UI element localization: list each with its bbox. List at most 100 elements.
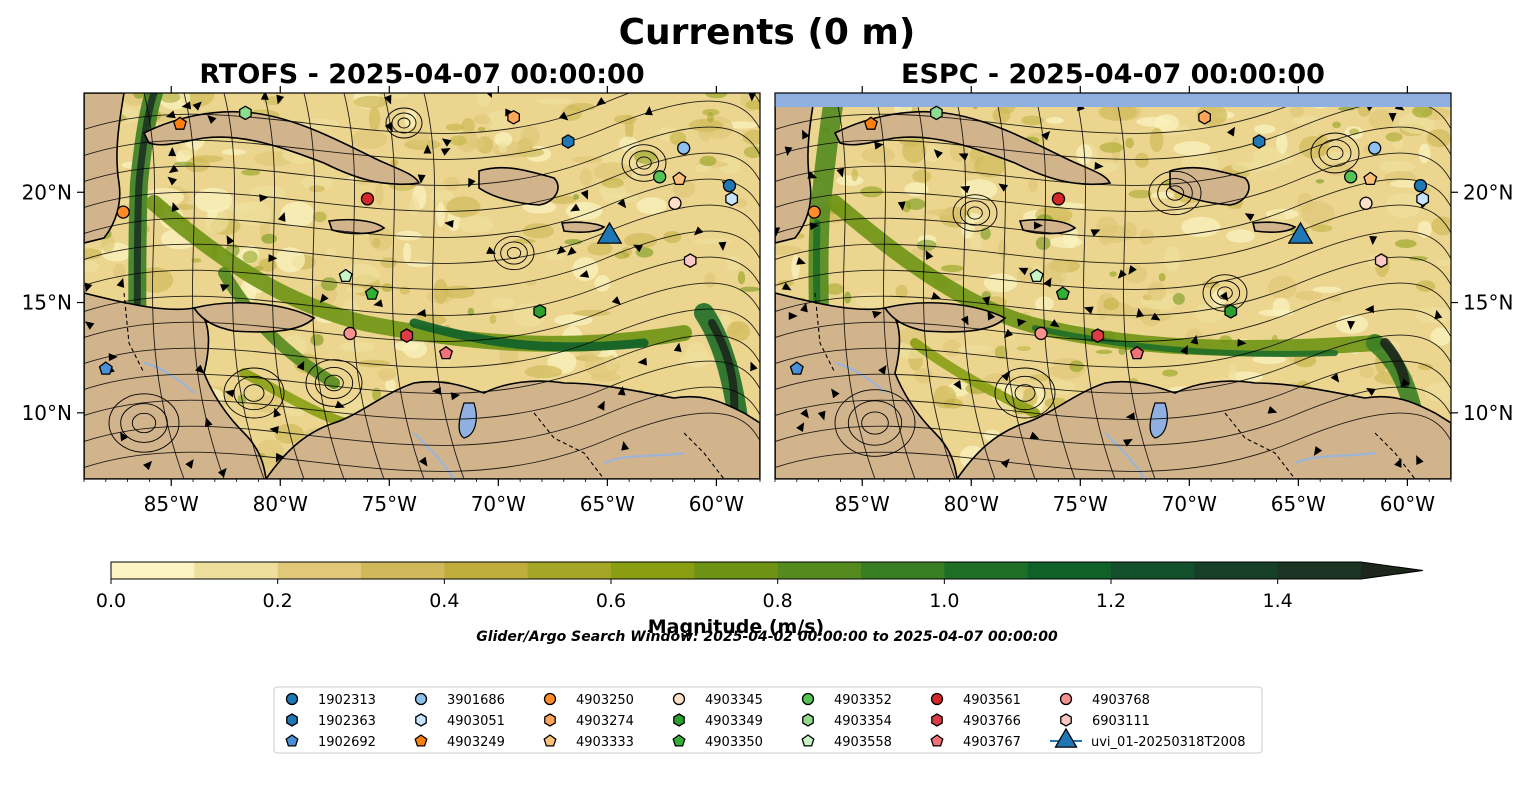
streamline-arrow bbox=[417, 174, 426, 184]
platform-1902313 bbox=[1413, 178, 1428, 193]
legend-label-4903249: 4903249 bbox=[447, 735, 505, 750]
streamline-arrow bbox=[836, 167, 845, 178]
streamline-arrow bbox=[1150, 312, 1161, 321]
streamline-arrow bbox=[1122, 438, 1133, 447]
streamline-eddy bbox=[1310, 132, 1360, 174]
speed-patch bbox=[1049, 236, 1083, 249]
speed-patch bbox=[860, 186, 883, 198]
platform-4903250 bbox=[116, 205, 130, 219]
legend-label-3901686: 3901686 bbox=[447, 693, 505, 708]
streamline-arrow bbox=[204, 417, 213, 428]
streamline-arrow bbox=[1001, 371, 1011, 382]
speed-patch bbox=[1158, 272, 1166, 282]
streamline-arrow bbox=[1000, 458, 1010, 469]
speed-patch bbox=[178, 204, 194, 211]
speed-patch bbox=[248, 185, 286, 201]
speed-patch bbox=[737, 271, 746, 285]
land bbox=[775, 292, 958, 479]
streamline-eddy bbox=[233, 375, 275, 411]
legend-label-4903051: 4903051 bbox=[447, 714, 505, 729]
speed-patch bbox=[1069, 360, 1084, 373]
river bbox=[1294, 451, 1376, 465]
streamline bbox=[84, 386, 760, 446]
colorbar-cell bbox=[111, 562, 195, 579]
streamline-arrow bbox=[633, 244, 643, 253]
speed-patch bbox=[489, 314, 497, 324]
speed-patch bbox=[1329, 295, 1342, 302]
streamline-arrow bbox=[168, 147, 177, 157]
streamline bbox=[303, 93, 345, 479]
speed-patch bbox=[159, 93, 181, 103]
speed-patch bbox=[312, 211, 327, 223]
streamline-arrow bbox=[1083, 306, 1094, 315]
colorbar-tick-label: 0.6 bbox=[596, 590, 626, 612]
colorbar-cell bbox=[1194, 562, 1279, 579]
legend-marker-4903558 bbox=[801, 734, 815, 747]
platform-4903350 bbox=[1055, 286, 1070, 300]
streamline bbox=[994, 93, 1036, 479]
speed-patch bbox=[1276, 132, 1288, 155]
y-tick-label: 10°N bbox=[22, 401, 72, 425]
speed-patch bbox=[1016, 346, 1031, 351]
platform-4903561 bbox=[360, 192, 375, 206]
platform-4903766 bbox=[400, 328, 414, 343]
colorbar-cell bbox=[777, 562, 862, 579]
streamline-arrow bbox=[468, 177, 476, 188]
streamline bbox=[84, 334, 760, 394]
speed-patch bbox=[1139, 228, 1154, 245]
colorbar-cell bbox=[944, 562, 1029, 579]
streamline-arrow bbox=[611, 296, 622, 306]
streamline-arrow bbox=[1330, 372, 1340, 383]
x-tick-label: 75°W bbox=[362, 492, 417, 516]
strong-current-band bbox=[708, 319, 739, 417]
speed-patch bbox=[1045, 117, 1064, 124]
streamline-arrow bbox=[116, 278, 125, 288]
platform-4903274 bbox=[507, 109, 520, 125]
land bbox=[478, 166, 559, 206]
speed-patch bbox=[258, 258, 277, 272]
speed-patch bbox=[190, 155, 224, 163]
glider-uvi_01-20250318T2008 bbox=[1287, 221, 1314, 244]
streamline-arrow bbox=[273, 407, 282, 418]
speed-patch bbox=[567, 102, 596, 112]
platform-6903111 bbox=[683, 253, 697, 268]
speed-patch bbox=[445, 123, 464, 131]
speed-patch bbox=[1136, 116, 1170, 127]
streamline-arrow bbox=[800, 408, 809, 419]
streamline bbox=[775, 256, 1451, 316]
streamline-arrow bbox=[277, 212, 286, 222]
speed-patch bbox=[1118, 347, 1126, 355]
speed-patch bbox=[1253, 124, 1276, 134]
speed-patch bbox=[473, 114, 491, 125]
colorbar-label: Magnitude (m/s) bbox=[648, 616, 825, 638]
rtofs-axis-ticks: 85°W 80°W 75°W 70°W 65°W 60°W 20°N 15°N 10°N bbox=[22, 86, 761, 516]
speed-patch bbox=[593, 162, 633, 181]
speed-patch bbox=[377, 368, 396, 381]
speed-patch bbox=[433, 279, 448, 304]
legend-marker-4903354 bbox=[802, 713, 814, 727]
speed-patch bbox=[739, 286, 760, 292]
x-tick-label: 70°W bbox=[1162, 492, 1217, 516]
speed-patch bbox=[536, 97, 573, 105]
colorbar-cell bbox=[361, 562, 445, 579]
speed-patch bbox=[234, 200, 272, 226]
speed-patch bbox=[1095, 349, 1113, 355]
speed-patch bbox=[743, 146, 760, 159]
streamline-eddy bbox=[861, 411, 889, 435]
streamline-arrow bbox=[801, 129, 810, 140]
streamline bbox=[84, 230, 760, 290]
speed-patch bbox=[1103, 297, 1120, 311]
streamline-arrow bbox=[800, 302, 808, 313]
streamline-eddy bbox=[847, 400, 903, 446]
streamline-arrow bbox=[192, 101, 202, 111]
land bbox=[561, 221, 606, 233]
streamline-arrow bbox=[897, 201, 906, 211]
land bbox=[833, 110, 1112, 186]
speed-patch bbox=[1426, 129, 1451, 148]
speed-patch bbox=[1231, 161, 1267, 173]
streamline-arrow bbox=[217, 467, 227, 478]
speed-patch bbox=[395, 230, 422, 241]
colorbar-tick-label: 1.4 bbox=[1263, 590, 1293, 612]
legend-marker-4903274 bbox=[544, 713, 556, 727]
y-tick-label: 10°N bbox=[1463, 401, 1513, 425]
